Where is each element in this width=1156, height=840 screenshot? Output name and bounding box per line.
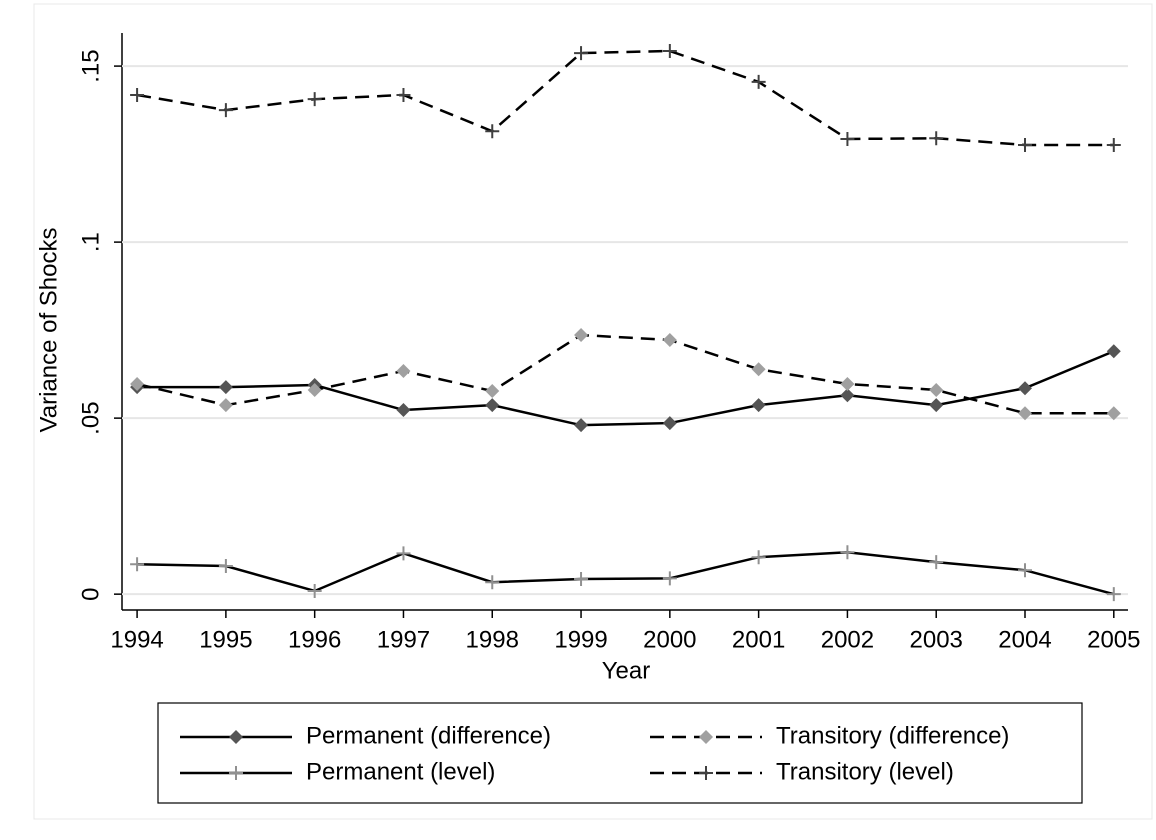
marker [699,730,713,744]
marker [1106,137,1121,152]
marker [1106,406,1121,421]
x-axis-title: Year [602,657,651,684]
marker [840,545,855,560]
marker [751,362,766,377]
marker [396,87,411,102]
marker [840,131,855,146]
x-tick-label: 1998 [466,626,519,653]
marker [218,103,233,118]
x-tick-label: 2001 [732,626,785,653]
legend [157,702,1083,804]
marker [840,388,855,403]
marker [229,766,243,780]
x-tick-label: 2000 [643,626,696,653]
x-tick-label: 1995 [199,626,252,653]
marker [840,376,855,391]
y-tick-label: .05 [77,401,104,434]
series-line [136,333,1114,415]
marker [574,418,589,433]
marker [1106,587,1121,602]
x-tick-label: 1999 [554,626,607,653]
marker [699,766,713,780]
marker [751,550,766,565]
marker [396,363,411,378]
marker [307,583,322,598]
marker [130,376,145,391]
marker [307,382,322,397]
y-tick-label: .1 [77,232,104,252]
marker [574,572,589,587]
x-tick-label: 2003 [910,626,963,653]
marker [929,555,944,570]
x-tick-label: 2005 [1087,626,1140,653]
legend-label: Permanent (difference) [306,722,551,749]
marker [662,571,677,586]
marker [218,558,233,573]
marker [929,398,944,413]
x-tick-label: 1997 [377,626,430,653]
plot-area [122,33,1128,610]
marker [662,43,677,58]
marker [574,328,589,343]
x-tick-label: 2004 [998,626,1051,653]
marker [218,398,233,413]
marker [396,403,411,418]
marker [1018,137,1032,152]
x-tick-label: 1994 [110,626,163,653]
marker [1018,381,1033,396]
marker [130,87,145,102]
marker [229,730,243,744]
marker [485,575,500,590]
series-line [137,551,1115,596]
legend-label: Transitory (level) [776,758,954,785]
marker [485,384,500,399]
marker [396,546,411,561]
marker [307,92,322,107]
y-axis-title: Variance of Shocks [35,228,62,433]
series-line [136,49,1114,147]
marker [485,398,500,413]
series-line [137,350,1115,427]
marker [929,131,944,146]
marker [929,382,944,397]
legend-label: Transitory (difference) [776,722,1009,749]
x-tick-label: 1996 [288,626,341,653]
legend-label: Permanent (level) [306,758,495,785]
y-tick-label: .15 [77,49,104,82]
marker [218,380,233,395]
marker [1018,563,1032,578]
marker [662,416,677,431]
marker [1018,406,1033,421]
marker [662,332,677,347]
marker [1106,344,1121,359]
y-tick-label: 0 [77,587,104,600]
marker [485,124,500,139]
marker [751,74,766,89]
marker [751,398,766,413]
marker [574,46,589,61]
x-tick-label: 2002 [821,626,874,653]
marker [130,557,145,572]
